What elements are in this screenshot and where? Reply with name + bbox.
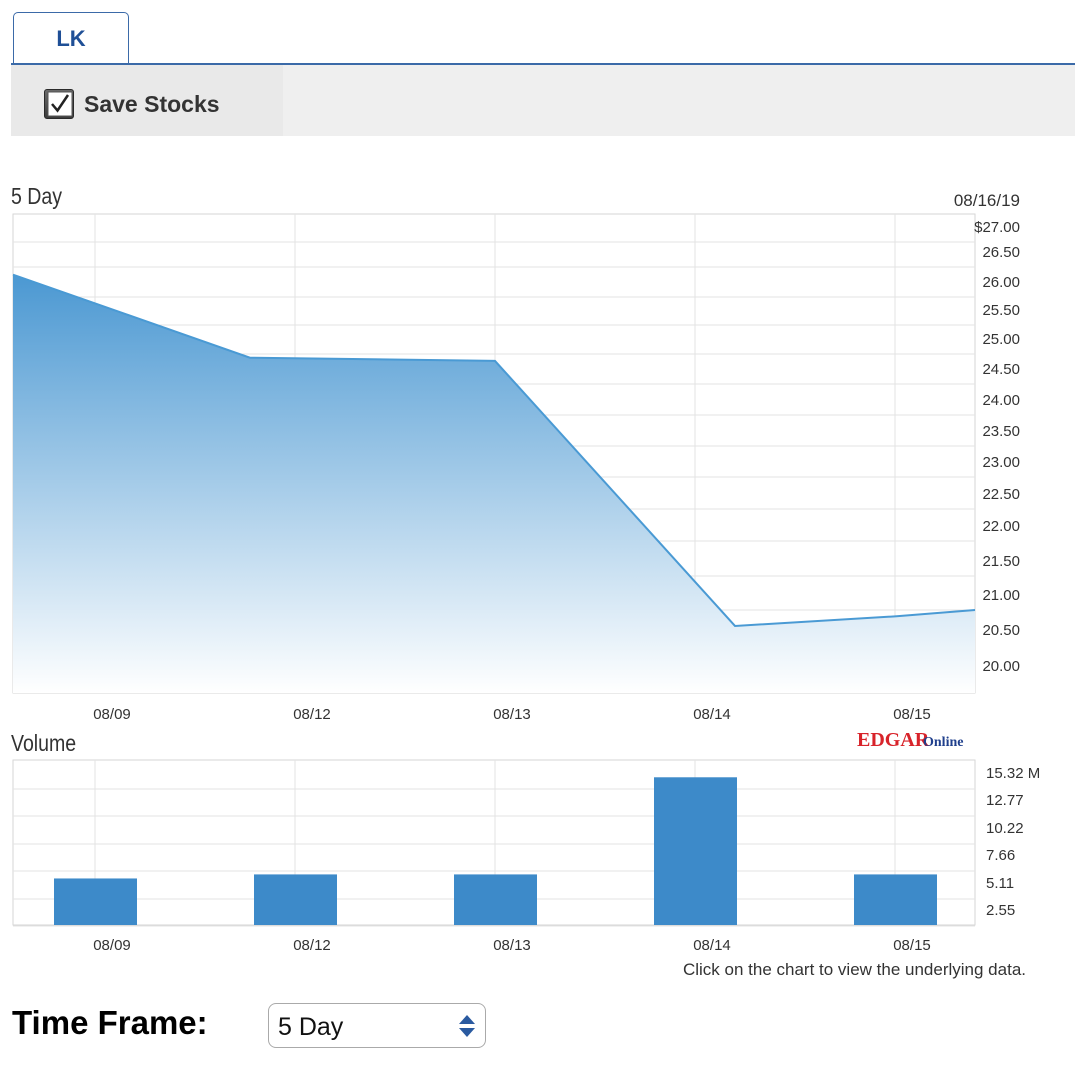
price-y-tick-label: 22.50 <box>982 486 1020 503</box>
volume-y-tick-label: 7.66 <box>986 847 1015 864</box>
price-y-tick-label: 20.50 <box>982 622 1020 639</box>
save-stocks-label[interactable]: Save Stocks <box>84 91 220 117</box>
time-frame-label: Time Frame: <box>12 1004 208 1041</box>
select-arrows-icon <box>459 1015 475 1037</box>
price-series[interactable] <box>12 273 976 693</box>
price-y-tick-label: 26.00 <box>982 274 1020 291</box>
price-x-tick-label: 08/13 <box>493 706 531 723</box>
price-y-tick-label: 20.00 <box>982 658 1020 675</box>
stock-chart[interactable]: 5 Day 08/16/19 $27.00 26.50 26.00 25.50 25.0… <box>0 0 1075 990</box>
save-stocks-bar: Save Stocks <box>11 65 1075 136</box>
volume-x-tick-label: 08/13 <box>493 937 531 954</box>
volume-y-tick-label: 5.11 <box>986 875 1014 892</box>
price-y-tick-label: 25.00 <box>982 331 1020 348</box>
tab-bar: LK <box>0 0 1075 65</box>
price-x-tick-label: 08/14 <box>693 706 731 723</box>
volume-bar[interactable] <box>254 874 337 925</box>
volume-bar[interactable] <box>854 874 937 925</box>
price-x-tick-label: 08/12 <box>293 706 331 723</box>
edgar-online-logo: Online <box>923 735 963 750</box>
price-y-tick-label: 21.50 <box>982 553 1020 570</box>
price-y-tick-label: 23.50 <box>982 423 1020 440</box>
price-panel-date: 08/16/19 <box>954 191 1020 210</box>
volume-x-tick-label: 08/15 <box>893 937 931 954</box>
volume-bar[interactable] <box>54 878 137 925</box>
volume-x-tick-label: 08/09 <box>93 937 131 954</box>
volume-bar[interactable] <box>654 777 737 925</box>
save-stocks-checkbox[interactable] <box>44 89 74 119</box>
price-y-tick-label: 22.00 <box>982 518 1020 535</box>
volume-x-tick-label: 08/14 <box>693 937 731 954</box>
volume-y-tick-label: 10.22 <box>986 820 1024 837</box>
price-y-tick-label: 21.00 <box>982 587 1020 604</box>
price-area-fill <box>13 274 975 693</box>
price-y-tick-label: $27.00 <box>974 219 1020 236</box>
tab-divider <box>11 63 1075 65</box>
volume-panel-title: Volume <box>11 731 76 757</box>
checkmark-icon <box>47 91 73 117</box>
price-y-tick-label: 24.50 <box>982 361 1020 378</box>
volume-y-tick-label: 12.77 <box>986 792 1024 809</box>
time-frame-select[interactable]: 5 Day <box>268 1003 486 1048</box>
volume-bar[interactable] <box>454 874 537 925</box>
price-line[interactable] <box>12 273 976 627</box>
time-frame-value: 5 Day <box>278 1013 344 1041</box>
price-y-axis: $27.00 26.50 26.00 25.50 25.00 24.50 24.00 23.5… <box>974 219 1020 675</box>
edgar-logo: EDGAR <box>857 729 930 751</box>
volume-x-axis: 08/09 08/12 08/13 08/14 08/15 <box>93 937 931 954</box>
chart-note: Click on the chart to view the underlyin… <box>683 960 1026 979</box>
volume-y-tick-label: 2.55 <box>986 902 1015 919</box>
volume-y-tick-label: 15.32 M <box>986 765 1040 782</box>
price-y-tick-label: 25.50 <box>982 302 1020 319</box>
price-panel-title: 5 Day <box>11 184 62 210</box>
price-x-axis: 08/09 08/12 08/13 08/14 08/15 <box>93 706 931 723</box>
volume-series[interactable] <box>54 777 937 925</box>
price-x-tick-label: 08/09 <box>93 706 131 723</box>
price-y-tick-label: 24.00 <box>982 392 1020 409</box>
price-y-tick-label: 23.00 <box>982 454 1020 471</box>
volume-x-tick-label: 08/12 <box>293 937 331 954</box>
price-x-tick-label: 08/15 <box>893 706 931 723</box>
tab-lk[interactable]: LK <box>13 12 129 64</box>
volume-y-axis: 15.32 M 12.77 10.22 7.66 5.11 2.55 <box>986 765 1040 919</box>
price-y-tick-label: 26.50 <box>982 244 1020 261</box>
